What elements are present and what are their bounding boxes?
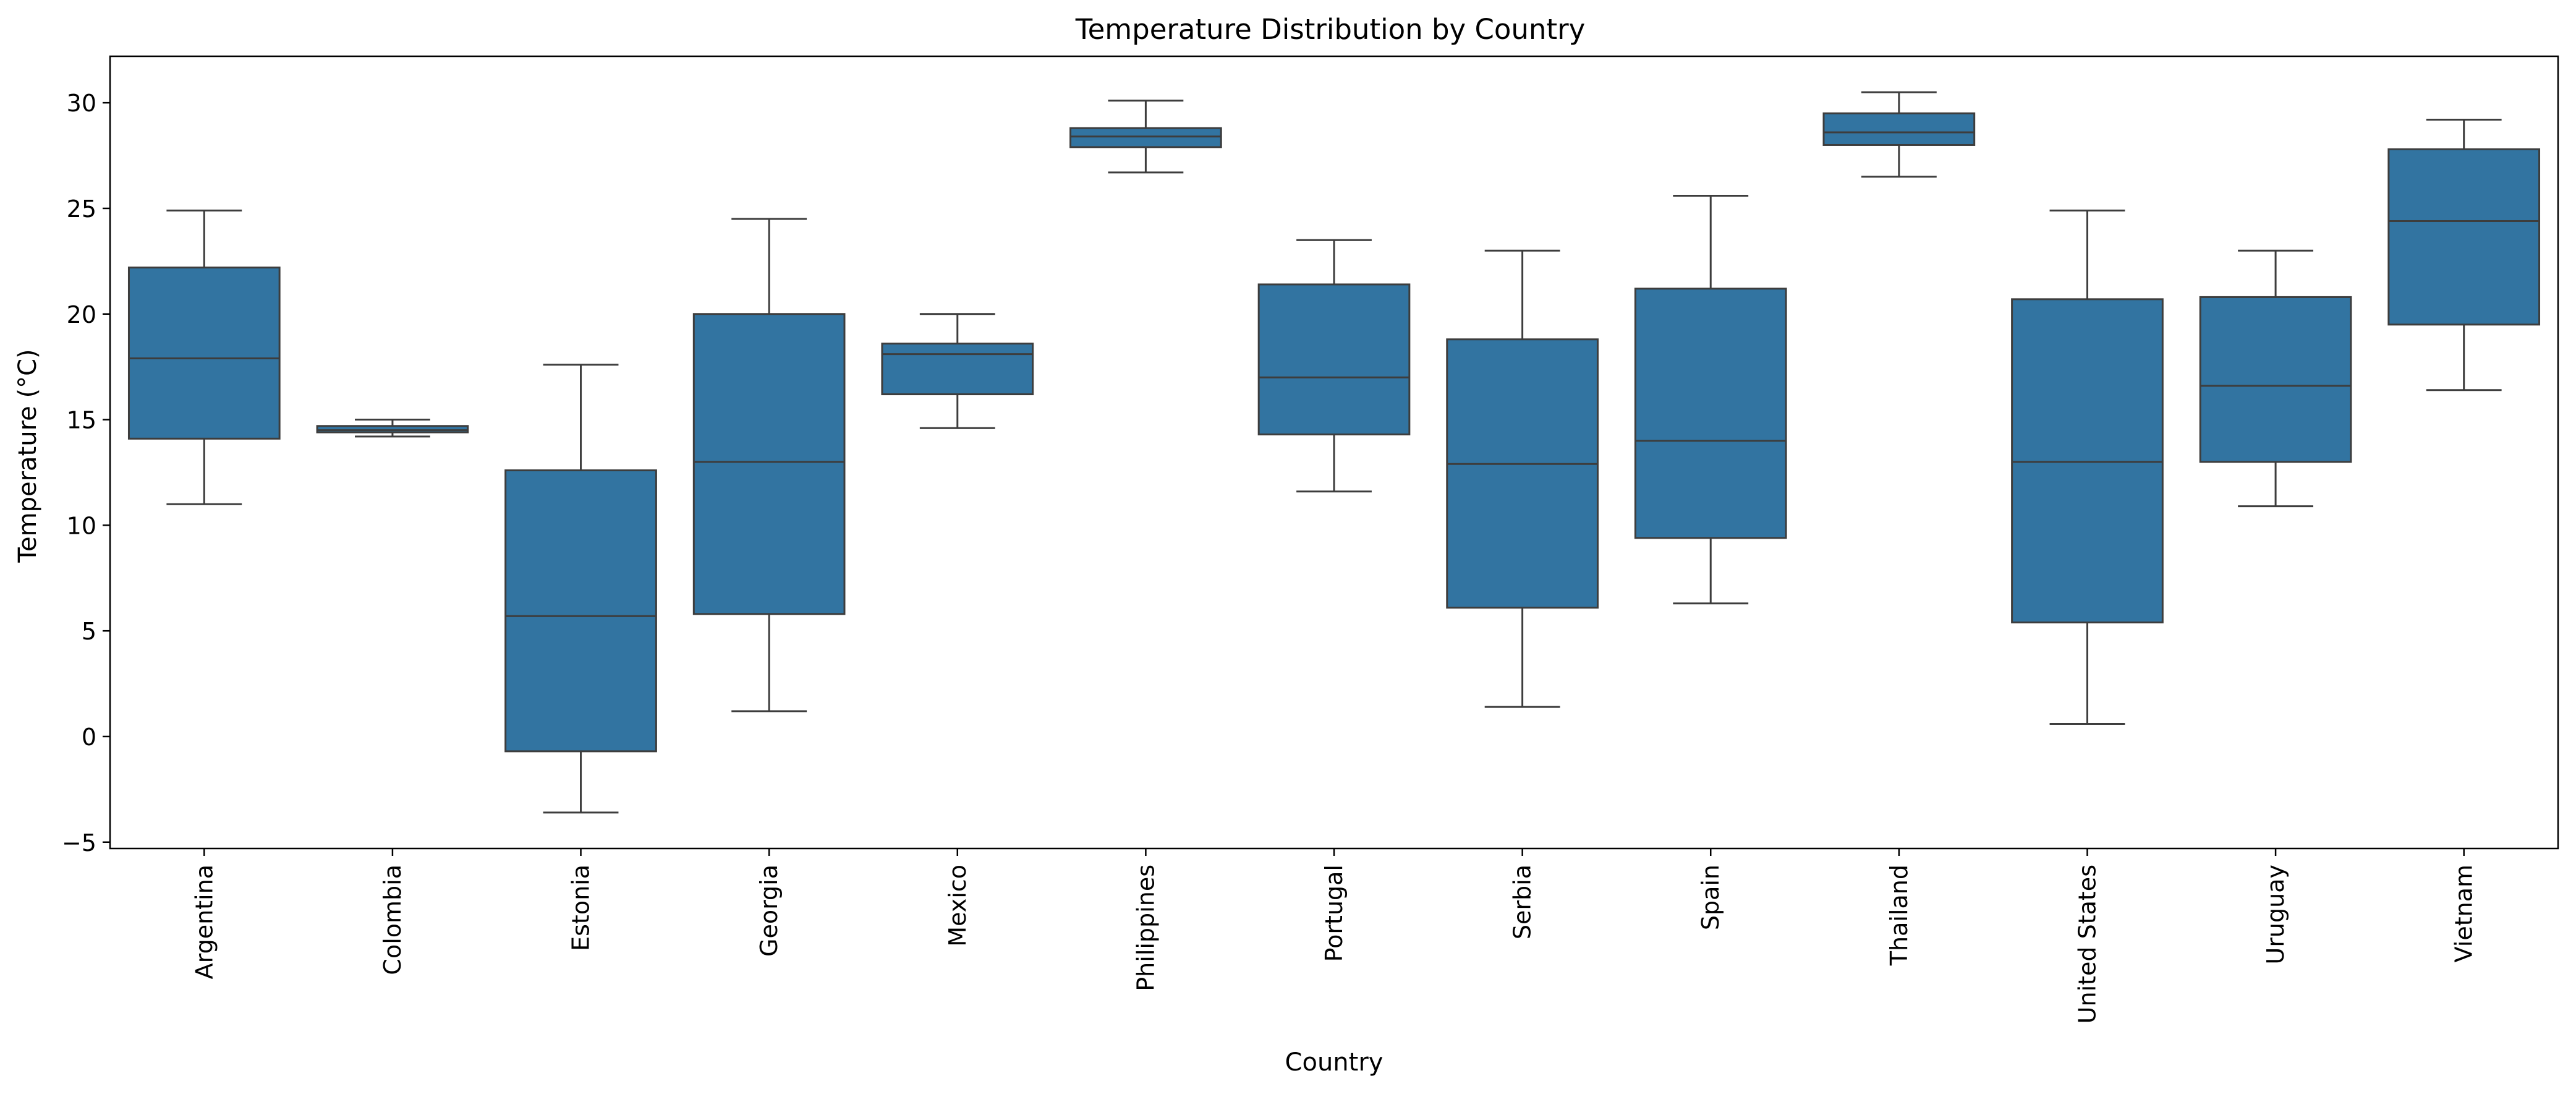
box-iqr (1257, 283, 1411, 435)
box-iqr (504, 469, 657, 753)
x-tick-label: Mexico (944, 865, 971, 947)
y-tick-label: 20 (67, 301, 96, 328)
y-tick-label: 5 (82, 618, 96, 645)
y-axis-label: Temperature (°C) (14, 349, 42, 563)
x-tick-label: Uruguay (2262, 865, 2289, 965)
y-tick-label: 10 (67, 512, 96, 539)
x-axis-label: Country (1285, 1048, 1384, 1077)
x-tick-label: Vietnam (2451, 865, 2478, 962)
box-iqr (692, 313, 846, 615)
box-iqr (2387, 148, 2541, 326)
x-tick-label: Philippines (1132, 865, 1159, 991)
y-tick-label: 30 (67, 90, 96, 117)
box-iqr (2199, 296, 2352, 463)
y-tick-label: −5 (62, 829, 96, 857)
box-iqr (316, 425, 469, 434)
x-tick-label: Spain (1697, 865, 1724, 930)
box-iqr (881, 343, 1034, 396)
x-tick-label: Serbia (1509, 865, 1536, 939)
y-tick-label: 0 (82, 724, 96, 751)
box-iqr (2011, 298, 2164, 623)
x-tick-label: Colombia (379, 865, 406, 975)
x-tick-label: Argentina (190, 865, 218, 979)
box-iqr (1069, 127, 1222, 148)
box-iqr (1822, 112, 1976, 146)
x-tick-label: Estonia (567, 865, 595, 951)
x-tick-label: Georgia (755, 865, 783, 957)
box-iqr (1446, 338, 1599, 609)
x-tick-label: United States (2073, 865, 2101, 1023)
plot-area: −5 0 5 10 15 20 25 30 Argentina Colombia Estonia Ge… (62, 55, 2559, 1023)
x-tick-label: Portugal (1320, 865, 1348, 962)
x-tick-label: Thailand (1885, 865, 1913, 966)
box-iqr (1634, 288, 1787, 539)
y-tick-label: 15 (67, 407, 96, 434)
y-tick-label: 25 (67, 195, 96, 223)
box-iqr (127, 267, 281, 440)
chart-title: Temperature Distribution by Country (1075, 13, 1585, 46)
plot-frame (109, 55, 2559, 850)
